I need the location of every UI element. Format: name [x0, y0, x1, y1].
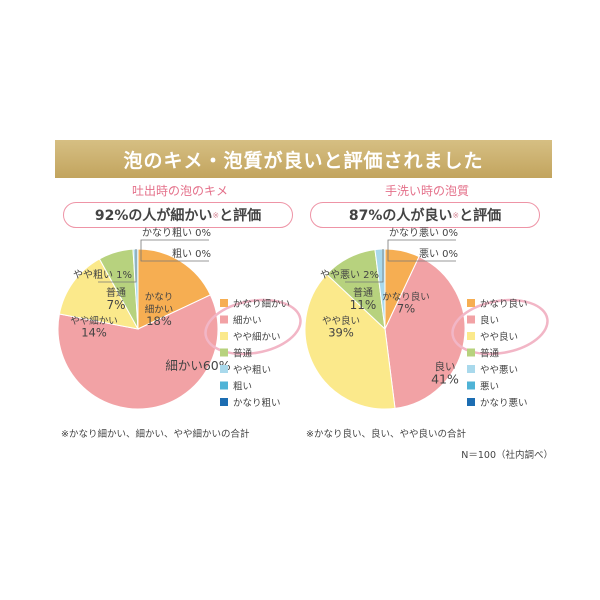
headline-tail: と評価 — [459, 208, 502, 224]
legend-swatch-7 — [220, 398, 228, 406]
callout-line-1 — [140, 239, 209, 249]
pie-slice-2 — [384, 255, 466, 409]
chart-footnote: ※かなり細かい、細かい、やや細かいの合計 — [61, 429, 250, 440]
callout-label-3: やや粗い 1% — [73, 269, 132, 281]
legend-swatch-4 — [220, 348, 228, 357]
slice-label-1: かなり良い 7% — [382, 291, 430, 316]
legend-highlight — [451, 298, 549, 356]
chart-panel-foam-quality: 手洗い時の泡質 87%の人が良い ※ と評価 かなり良い 7% 良い 41% やや良い 39%… — [302, 182, 552, 452]
slice-label-2: 良い 41% — [431, 360, 459, 387]
legend-swatch-3 — [467, 332, 475, 340]
headline-main: 87%の人が良い — [348, 208, 453, 224]
pie-slice-3 — [58, 258, 139, 330]
slice-label-1: かなり細かい 18% — [145, 292, 174, 328]
callout-label-3: やや悪い 2% — [320, 269, 379, 281]
legend-label-4: 普通 — [233, 348, 253, 360]
legend-label-2: 細かい — [233, 315, 262, 327]
legend-label-3: やや細かい — [233, 331, 281, 343]
legend-swatch-1 — [467, 299, 475, 307]
page-title: 泡のキメ・泡質が良いと評価されました — [55, 140, 552, 178]
callout-line-2 — [140, 249, 209, 262]
legend-swatch-2 — [220, 315, 228, 324]
callout-label-2: 悪い 0% — [419, 248, 458, 260]
chart-panel-foam-texture: 吐出時の泡のキメ 92%の人が細かい ※ と評価 かなり細かい 18% 細かい60% やや… — [55, 182, 305, 452]
legend-label-4: 普通 — [480, 348, 500, 360]
pie-slice-2 — [57, 294, 219, 410]
callout-label-1: かなり粗い 0% — [142, 227, 211, 239]
chart-subtitle: 吐出時の泡のキメ — [131, 184, 228, 198]
chart-footnote: ※かなり良い、良い、やや良いの合計 — [306, 429, 466, 440]
legend-label-5: やや粗い — [233, 364, 271, 376]
slice-label-4: 普通 11% — [350, 286, 377, 312]
slice-label-2: 細かい60% — [165, 358, 230, 373]
headline-tail: と評価 — [219, 208, 262, 224]
legend-swatch-4 — [467, 348, 475, 357]
legend-label-1: かなり良い — [480, 298, 528, 310]
pie-slice-5 — [132, 248, 139, 330]
legend-swatch-5 — [467, 365, 475, 373]
headline-mark: ※ — [212, 210, 220, 220]
pie-slice-1 — [137, 248, 212, 330]
sample-size-note: N＝100（社内調べ） — [461, 450, 553, 461]
callout-line-2 — [387, 249, 456, 262]
headline-mark: ※ — [452, 210, 460, 220]
pie-slice-3 — [304, 273, 396, 410]
legend-label-7: かなり粗い — [233, 397, 281, 409]
callout-line-1 — [387, 239, 456, 249]
legend-swatch-5 — [220, 365, 228, 373]
pie-chart-foam-texture: かなり細かい 18% 細かい60% やや細かい 14% 普通 7% かなり粗い 0% 粗い 0%… — [57, 227, 302, 410]
legend-highlight — [204, 298, 302, 356]
legend-swatch-6 — [467, 381, 475, 390]
chart-headline: 92%の人が細かい ※ と評価 — [63, 202, 293, 228]
legend-swatch-7 — [467, 398, 475, 406]
slice-label-3: やや良い 39% — [322, 315, 360, 340]
legend-swatch-6 — [220, 381, 228, 390]
callout-line-3 — [345, 249, 384, 283]
slice-label-3: やや細かい 14% — [70, 315, 118, 340]
legend-swatch-3 — [220, 332, 228, 340]
slice-label-4: 普通 7% — [106, 286, 126, 312]
legend-label-7: かなり悪い — [480, 398, 528, 409]
callout-line-3 — [98, 249, 137, 283]
callout-label-1: かなり悪い 0% — [389, 227, 458, 239]
legend-label-3: やや良い — [480, 331, 518, 343]
headline-main: 92%の人が細かい — [94, 208, 213, 224]
callout-label-2: 粗い 0% — [172, 248, 211, 260]
pie-chart-foam-quality: かなり良い 7% 良い 41% やや良い 39% 普通 11% かなり悪い 0% 悪い 0% やや悪… — [304, 227, 549, 410]
chart-subtitle: 手洗い時の泡質 — [384, 184, 469, 198]
legend-label-6: 悪い — [480, 382, 499, 393]
pie-slice-5 — [374, 248, 386, 330]
legend-label-1: かなり細かい — [233, 298, 290, 310]
legend-label-2: 良い — [480, 315, 499, 327]
legend-swatch-2 — [467, 315, 475, 324]
legend-label-6: 粗い — [233, 381, 252, 393]
legend-label-5: やや悪い — [480, 365, 518, 376]
legend-swatch-1 — [220, 299, 228, 307]
chart-headline: 87%の人が良い ※ と評価 — [310, 202, 540, 228]
